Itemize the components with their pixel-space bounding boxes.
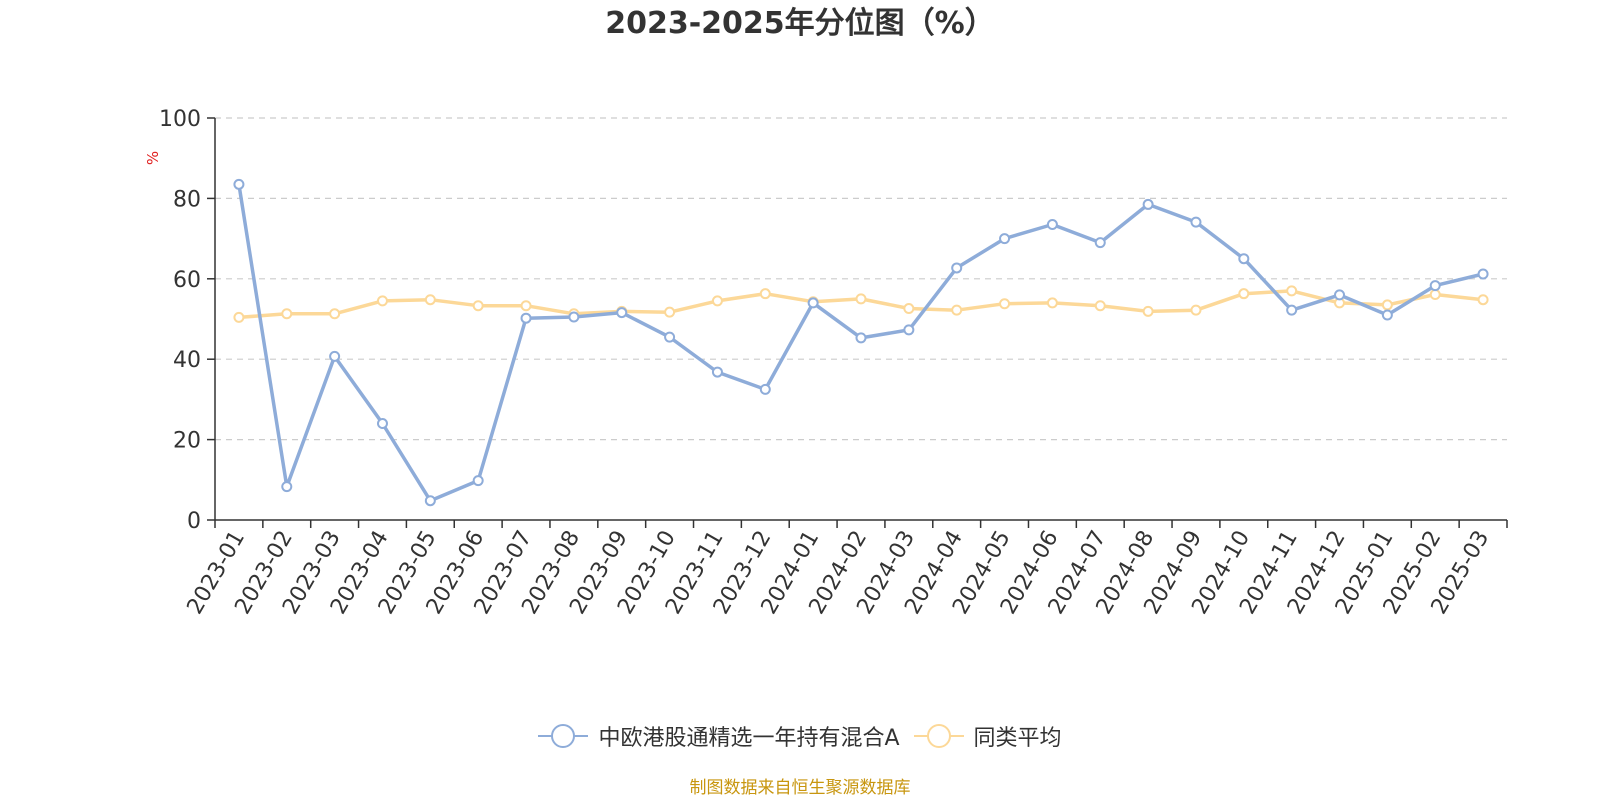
data-point [376, 295, 388, 307]
legend: 中欧港股通精选一年持有混合A 同类平均 [0, 720, 1600, 752]
legend-item[interactable]: 中欧港股通精选一年持有混合A [538, 720, 900, 752]
legend-marker-icon [538, 724, 589, 748]
data-point [759, 383, 771, 395]
data-point [233, 178, 245, 190]
y-tick-label: 80 [173, 187, 201, 212]
y-tick-label: 60 [173, 268, 201, 293]
data-point [1142, 305, 1154, 317]
data-point [855, 332, 867, 344]
y-tick-label: 20 [173, 429, 201, 454]
data-point [568, 311, 580, 323]
data-point [1381, 299, 1393, 311]
legend-label: 同类平均 [973, 726, 1062, 751]
data-point [759, 288, 771, 300]
data-point [1286, 304, 1298, 316]
data-point [855, 293, 867, 305]
data-point [1334, 289, 1346, 301]
data-point [472, 475, 484, 487]
data-point [1190, 216, 1202, 228]
source-note: 制图数据来自恒生聚源数据库 [689, 778, 911, 798]
data-point [329, 308, 341, 320]
data-point [711, 295, 723, 307]
data-point [1429, 288, 1441, 300]
legend-item[interactable]: 同类平均 [913, 720, 1062, 752]
data-point [376, 418, 388, 430]
data-point [1238, 288, 1250, 300]
data-point [903, 303, 915, 315]
data-point [664, 331, 676, 343]
data-point [664, 306, 676, 318]
data-point [472, 300, 484, 312]
gridlines [215, 117, 1507, 441]
data-point [281, 308, 293, 320]
data-point [711, 366, 723, 378]
data-point [1046, 297, 1058, 309]
chart-title: 2023-2025年分位图（%） [605, 6, 995, 41]
data-point [1477, 268, 1489, 280]
y-tick-label: 0 [187, 509, 201, 534]
data-point [281, 481, 293, 493]
data-point [807, 297, 819, 309]
data-point [903, 324, 915, 336]
data-point [520, 300, 532, 312]
data-point [1142, 198, 1154, 210]
y-tick-label: 100 [159, 107, 201, 132]
data-point [1046, 219, 1058, 231]
data-point [1286, 285, 1298, 297]
y-tick-label: 40 [173, 348, 201, 373]
data-point [1094, 237, 1106, 249]
data-point [424, 495, 436, 507]
data-point [1429, 280, 1441, 292]
data-point [1381, 309, 1393, 321]
data-point [233, 311, 245, 323]
data-point [1238, 253, 1250, 265]
data-point [520, 312, 532, 324]
data-point [424, 294, 436, 306]
data-point [1094, 300, 1106, 312]
series-lines [233, 178, 1489, 507]
data-point [999, 298, 1011, 310]
legend-label: 中欧港股通精选一年持有混合A [598, 726, 900, 751]
axes: 020406080100%2023-012023-022023-032023-0… [144, 107, 1508, 619]
data-point [951, 304, 963, 316]
legend-marker-icon [913, 724, 964, 748]
data-point [999, 233, 1011, 245]
data-point [951, 262, 963, 274]
data-point [1190, 304, 1202, 316]
y-axis-label: % [144, 151, 162, 165]
data-point [1477, 294, 1489, 306]
data-point [329, 350, 341, 362]
data-point [616, 307, 628, 319]
